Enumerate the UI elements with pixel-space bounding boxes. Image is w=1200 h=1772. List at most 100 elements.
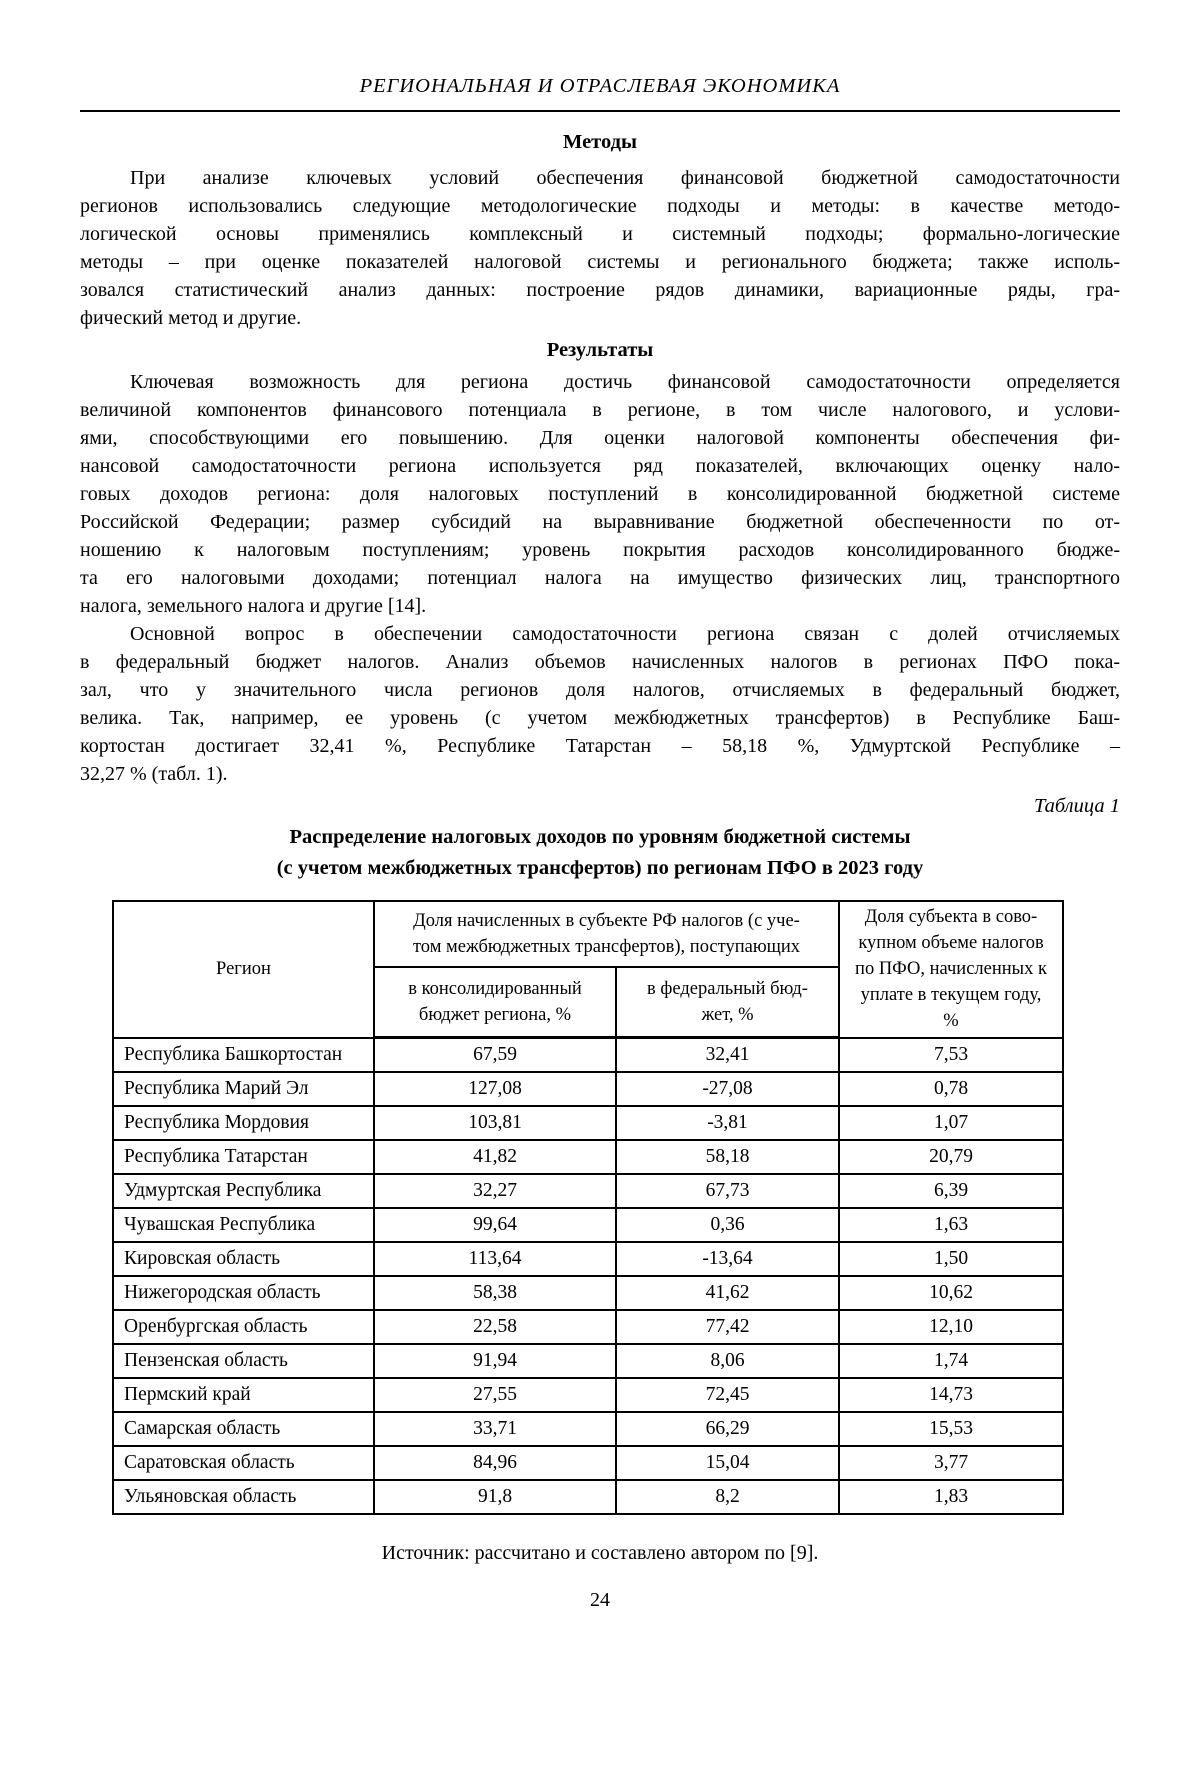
share-cell: 7,53 bbox=[838, 1036, 1065, 1073]
paragraph-line: регионов использовались следующие методо… bbox=[80, 195, 1120, 217]
region-cell: Саратовская область bbox=[112, 1445, 375, 1481]
consolidated-cell: 32,27 bbox=[373, 1173, 617, 1209]
consolidated-cell: 33,71 bbox=[373, 1411, 617, 1447]
results-paragraph-1: Ключевая возможность для региона достичь… bbox=[80, 368, 1120, 620]
consolidated-cell: 91,94 bbox=[373, 1343, 617, 1379]
page-number: 24 bbox=[590, 1589, 610, 1611]
paragraph-line: велика. Так, например, ее уровень (с уче… bbox=[80, 707, 1120, 729]
share-cell: 1,74 bbox=[838, 1343, 1065, 1379]
table-title-line1: Распределение налоговых доходов по уровн… bbox=[289, 826, 911, 848]
pfo-share-header-cell: Доля субъекта в сово- купном объеме нало… bbox=[838, 900, 1065, 1039]
table-row: Пермский край 27,55 72,45 14,73 bbox=[112, 1377, 1065, 1413]
table-title-line2: (с учетом межбюджетных трансфертов) по р… bbox=[276, 857, 924, 879]
region-cell: Республика Татарстан bbox=[112, 1139, 375, 1175]
consolidated-header-cell: в консолидированный бюджет региона, % bbox=[373, 966, 617, 1039]
region-cell: Чувашская Республика bbox=[112, 1207, 375, 1243]
paragraph-line: зал, что у значительного числа регионов … bbox=[80, 679, 1120, 701]
table-header-row-2: в консолидированный бюджет региона, % в … bbox=[113, 966, 1063, 1039]
federal-cell: 66,29 bbox=[614, 1411, 841, 1447]
share-cell: 1,07 bbox=[838, 1105, 1065, 1141]
results-paragraph-2: Основной вопрос в обеспечении самодостат… bbox=[80, 620, 1120, 788]
journal-page: РЕГИОНАЛЬНАЯ И ОТРАСЛЕВАЯ ЭКОНОМИКА Мето… bbox=[0, 74, 1200, 1612]
share-cell: 6,39 bbox=[838, 1173, 1065, 1209]
region-cell: Удмуртская Республика bbox=[112, 1173, 375, 1209]
share-cell: 14,73 bbox=[838, 1377, 1065, 1413]
consolidated-cell: 91,8 bbox=[373, 1479, 617, 1515]
region-header-cell: Регион bbox=[112, 900, 375, 1039]
federal-cell: -3,81 bbox=[614, 1105, 841, 1141]
table-row: Чувашская Республика 99,64 0,36 1,63 bbox=[112, 1207, 1065, 1243]
region-cell: Пермский край bbox=[112, 1377, 375, 1413]
methods-paragraph: При анализе ключевых условий обеспечения… bbox=[80, 164, 1120, 332]
paragraph-line: в федеральный бюджет налогов. Анализ объ… bbox=[80, 651, 1120, 673]
regions-table: Регион Доля начисленных в субъекте РФ на… bbox=[112, 900, 1065, 1515]
share-cell: 10,62 bbox=[838, 1275, 1065, 1311]
federal-cell: 58,18 bbox=[614, 1139, 841, 1175]
paragraph-line: та его налоговыми доходами; потенциал на… bbox=[80, 567, 1120, 589]
federal-cell: 15,04 bbox=[614, 1445, 841, 1481]
federal-cell: 72,45 bbox=[614, 1377, 841, 1413]
paragraph-line: 32,27 % (табл. 1). bbox=[80, 763, 228, 785]
table-row: Кировская область 113,64 -13,64 1,50 bbox=[112, 1241, 1065, 1277]
paragraph-line: говых доходов региона: доля налоговых по… bbox=[80, 483, 1120, 505]
region-cell: Самарская область bbox=[112, 1411, 375, 1447]
section-heading-methods: Методы bbox=[562, 131, 637, 153]
table-row: Ульяновская область 91,8 8,2 1,83 bbox=[112, 1479, 1065, 1515]
table-row: Удмуртская Республика 32,27 67,73 6,39 bbox=[112, 1173, 1065, 1209]
consolidated-cell: 99,64 bbox=[373, 1207, 617, 1243]
paragraph-line: зовался статистический анализ данных: по… bbox=[80, 279, 1120, 301]
consolidated-cell: 113,64 bbox=[373, 1241, 617, 1277]
consolidated-cell: 84,96 bbox=[373, 1445, 617, 1481]
paragraph-line: кортостан достигает 32,41 %, Республике … bbox=[80, 735, 1120, 757]
table-row: Самарская область 33,71 66,29 15,53 bbox=[112, 1411, 1065, 1447]
table-row: Республика Марий Эл 127,08 -27,08 0,78 bbox=[112, 1071, 1065, 1107]
paragraph-line: При анализе ключевых условий обеспечения… bbox=[130, 167, 1120, 189]
paragraph-line: Основной вопрос в обеспечении самодостат… bbox=[130, 623, 1120, 645]
paragraph-line: ношению к налоговым поступлениям; уровен… bbox=[80, 539, 1120, 561]
table-header-row-1: Регион Доля начисленных в субъекте РФ на… bbox=[112, 900, 1065, 1039]
federal-cell: 77,42 bbox=[614, 1309, 841, 1345]
table-label: Таблица 1 bbox=[1033, 795, 1120, 817]
paragraph-line: нансовой самодостаточности региона испол… bbox=[80, 455, 1120, 477]
share-cell: 1,63 bbox=[838, 1207, 1065, 1243]
federal-cell: 8,2 bbox=[614, 1479, 841, 1515]
table-title: Распределение налоговых доходов по уровн… bbox=[80, 822, 1120, 884]
table-row: Оренбургская область 22,58 77,42 12,10 bbox=[112, 1309, 1065, 1345]
paragraph-line: ями, способствующими его повышению. Для … bbox=[80, 427, 1120, 449]
consolidated-cell: 58,38 bbox=[373, 1275, 617, 1311]
federal-cell: 0,36 bbox=[614, 1207, 841, 1243]
paragraph-line: налога, земельного налога и другие [14]. bbox=[80, 595, 427, 617]
consolidated-cell: 103,81 bbox=[373, 1105, 617, 1141]
share-cell: 1,83 bbox=[838, 1479, 1065, 1515]
federal-header-cell: в федеральный бюд- жет, % bbox=[614, 966, 841, 1039]
region-cell: Ульяновская область bbox=[112, 1479, 375, 1515]
federal-cell: -27,08 bbox=[614, 1071, 841, 1107]
paragraph-line: величиной компонентов финансового потенц… bbox=[80, 399, 1120, 421]
share-cell: 20,79 bbox=[838, 1139, 1065, 1175]
paragraph-line: фический метод и другие. bbox=[80, 307, 302, 329]
share-cell: 0,78 bbox=[838, 1071, 1065, 1107]
region-cell: Республика Марий Эл bbox=[112, 1071, 375, 1107]
consolidated-cell: 41,82 bbox=[373, 1139, 617, 1175]
share-cell: 1,50 bbox=[838, 1241, 1065, 1277]
section-heading-results: Результаты bbox=[546, 339, 654, 361]
running-head: РЕГИОНАЛЬНАЯ И ОТРАСЛЕВАЯ ЭКОНОМИКА bbox=[359, 75, 841, 97]
region-cell: Оренбургская область bbox=[112, 1309, 375, 1345]
share-cell: 15,53 bbox=[838, 1411, 1065, 1447]
share-cell: 3,77 bbox=[838, 1445, 1065, 1481]
consolidated-cell: 27,55 bbox=[373, 1377, 617, 1413]
table-row: Нижегородская область 58,38 41,62 10,62 bbox=[112, 1275, 1065, 1311]
region-cell: Республика Башкортостан bbox=[112, 1036, 375, 1073]
federal-cell: 8,06 bbox=[614, 1343, 841, 1379]
span-header-cell: Доля начисленных в субъекте РФ налогов (… bbox=[372, 900, 841, 968]
federal-cell: -13,64 bbox=[614, 1241, 841, 1277]
consolidated-cell: 127,08 bbox=[373, 1071, 617, 1107]
consolidated-cell: 22,58 bbox=[373, 1309, 617, 1345]
share-cell: 12,10 bbox=[838, 1309, 1065, 1345]
consolidated-cell: 67,59 bbox=[373, 1036, 617, 1073]
federal-cell: 41,62 bbox=[614, 1275, 841, 1311]
table-row: Пензенская область 91,94 8,06 1,74 bbox=[112, 1343, 1065, 1379]
region-cell: Республика Мордовия bbox=[112, 1105, 375, 1141]
paragraph-line: методы – при оценке показателей налогово… bbox=[80, 251, 1120, 273]
region-cell: Кировская область bbox=[112, 1241, 375, 1277]
